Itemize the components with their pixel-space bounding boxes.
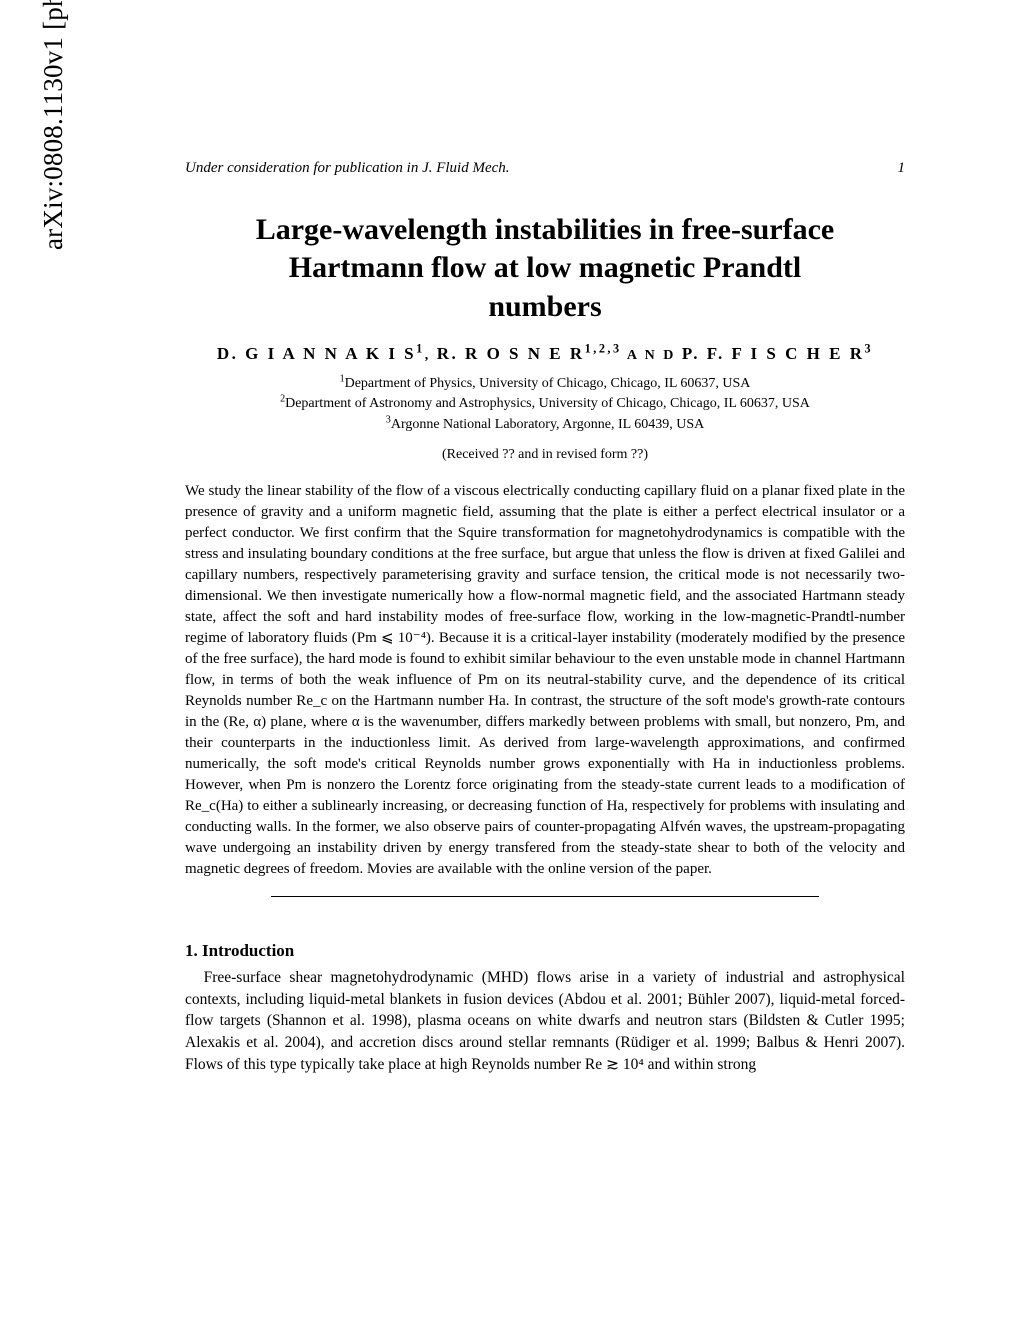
abstract: We study the linear stability of the flo… (185, 481, 905, 880)
author-1-affil: 1 (416, 342, 425, 356)
title-line-3: numbers (488, 290, 601, 323)
received-line: (Received ?? and in revised form ??) (185, 447, 905, 463)
author-2: R. R O S N E R (437, 344, 585, 363)
title-line-1: Large-wavelength instabilities in free-s… (256, 213, 835, 246)
page-number: 1 (898, 160, 906, 177)
author-and: A N D (622, 348, 682, 363)
author-sep-1: , (425, 348, 437, 363)
page-body: Under consideration for publication in J… (185, 160, 905, 1076)
author-3: P. F. F I S C H E R (682, 344, 865, 363)
intro-paragraph: Free-surface shear magnetohydrodynamic (… (185, 967, 905, 1075)
section-divider (271, 896, 818, 897)
author-list: D. G I A N N A K I S1, R. R O S N E R1,2… (185, 344, 905, 364)
affil-1: Department of Physics, University of Chi… (345, 376, 751, 391)
affil-2: Department of Astronomy and Astrophysics… (285, 396, 810, 411)
arxiv-identifier: arXiv:0808.1130v1 [physics.flu-dyn] 8 Au… (38, 0, 69, 250)
paper-title: Large-wavelength instabilities in free-s… (185, 211, 905, 326)
affiliations: 1Department of Physics, University of Ch… (185, 374, 905, 435)
running-header: Under consideration for publication in J… (185, 160, 905, 177)
journal-note: Under consideration for publication in J… (185, 160, 510, 177)
affil-3: Argonne National Laboratory, Argonne, IL… (391, 417, 704, 432)
author-2-affil: 1,2,3 (585, 342, 622, 356)
section-heading: 1. Introduction (185, 941, 905, 961)
author-3-affil: 3 (865, 342, 874, 356)
section-number: 1. (185, 941, 198, 960)
author-1: D. G I A N N A K I S (217, 344, 416, 363)
title-line-2: Hartmann flow at low magnetic Prandtl (289, 251, 801, 284)
section-title: Introduction (202, 941, 294, 960)
